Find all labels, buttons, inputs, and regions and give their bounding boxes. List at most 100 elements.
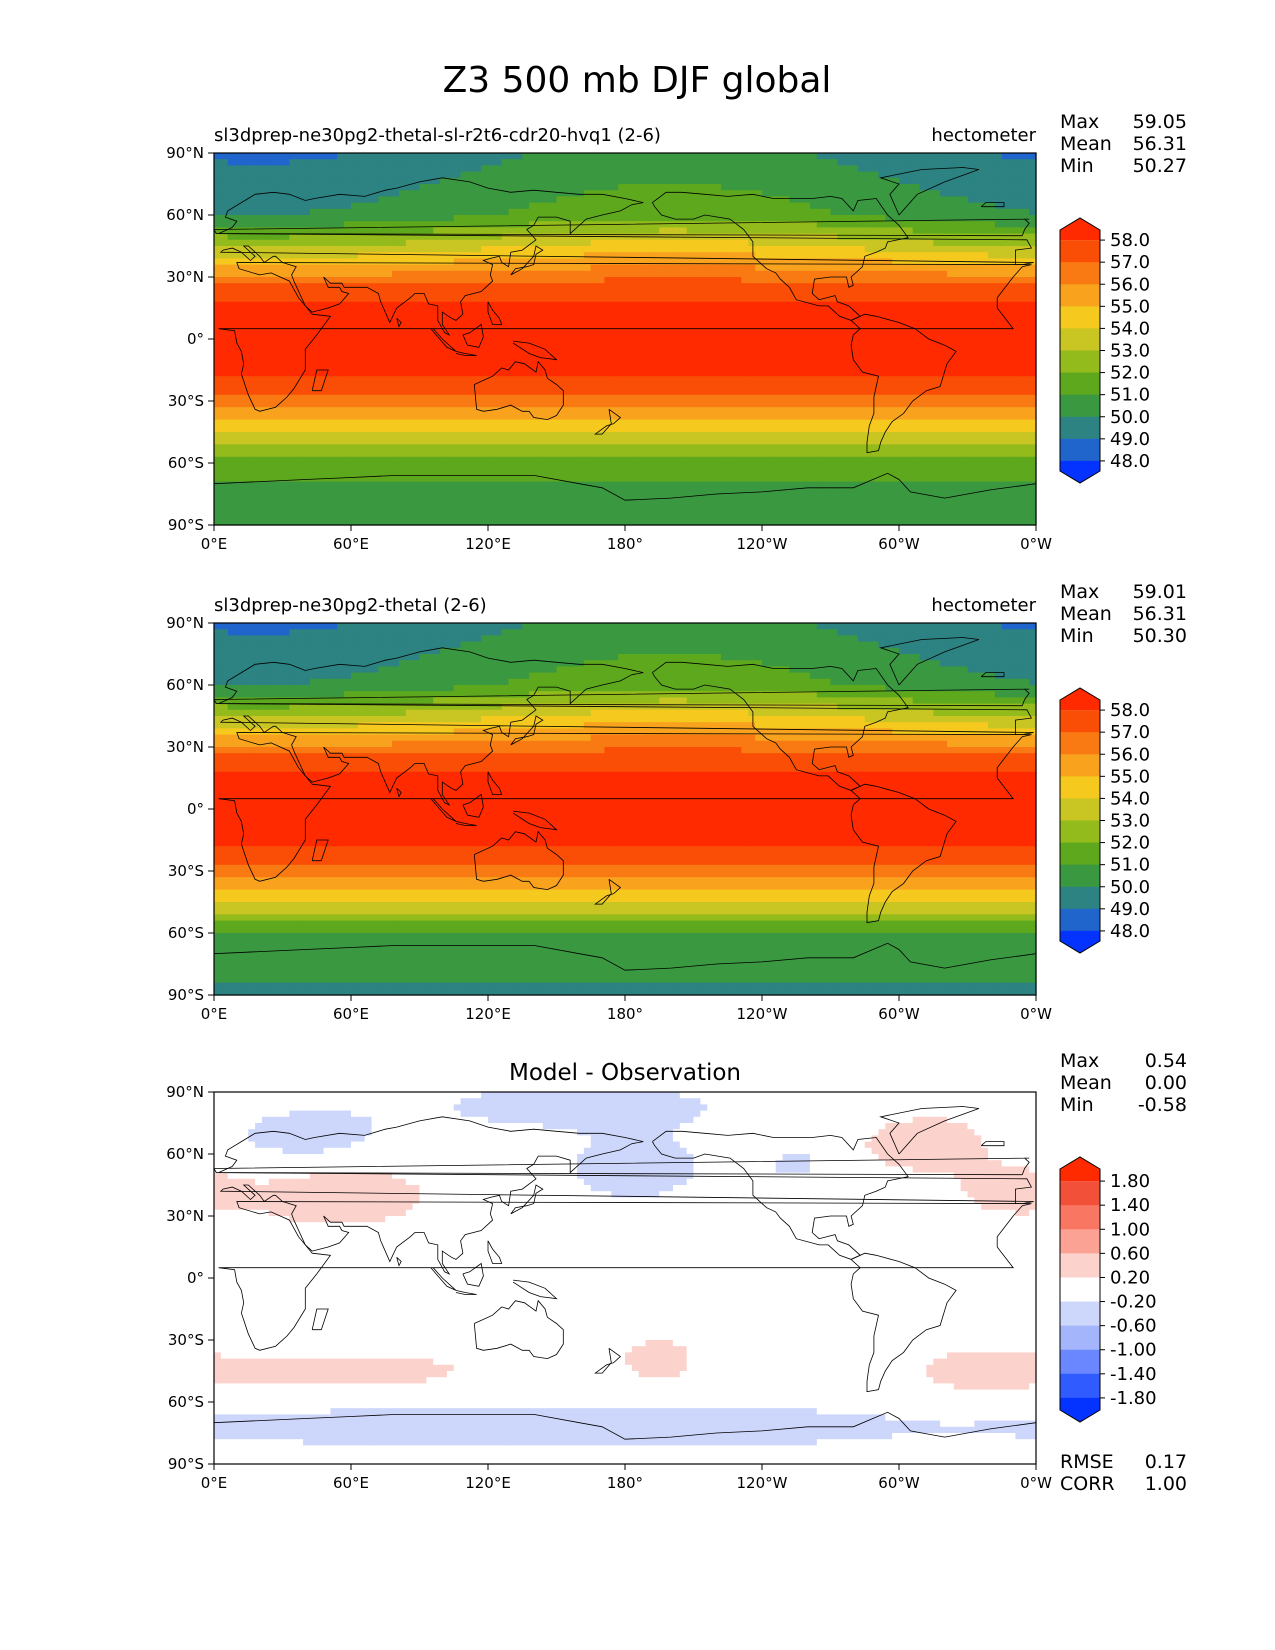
contour-cell: [762, 202, 770, 210]
contour-cell: [803, 295, 811, 303]
contour-cell: [488, 363, 496, 371]
contour-cell: [871, 339, 880, 346]
contour-cell: [316, 215, 325, 222]
contour-cell: [611, 289, 619, 297]
contour-cell: [994, 289, 1003, 297]
contour-cell: [303, 227, 311, 235]
contour-cell: [412, 351, 421, 359]
contour-cell: [577, 382, 585, 390]
contour-cell: [981, 277, 989, 284]
contour-cell: [481, 190, 489, 197]
contour-cell: [905, 301, 914, 309]
contour-cell: [248, 363, 256, 371]
contour-cell: [844, 239, 852, 247]
contour-cell: [631, 184, 640, 191]
contour-cell: [535, 320, 544, 328]
contour-cell: [988, 363, 996, 371]
contour-cell: [741, 370, 749, 377]
contour-cell: [851, 370, 859, 377]
contour-cell: [659, 382, 667, 390]
contour-cell: [837, 196, 845, 204]
contour-cell: [282, 233, 290, 241]
contour-cell: [316, 258, 325, 266]
contour-cell: [549, 283, 558, 290]
contour-cell: [268, 301, 277, 309]
contour-cell: [296, 165, 304, 173]
contour-cell: [542, 332, 551, 340]
contour-cell: [789, 246, 797, 253]
contour-cell: [988, 153, 996, 160]
contour-cell: [289, 264, 297, 272]
contour-cell: [830, 171, 838, 179]
contour-cell: [508, 196, 516, 204]
contour-cell: [720, 258, 729, 266]
contour-cell: [392, 258, 400, 266]
contour-cell: [323, 208, 332, 216]
contour-cell: [679, 171, 688, 179]
contour-cell: [631, 221, 640, 228]
contour-cell: [762, 332, 770, 340]
contour-cell: [775, 215, 784, 222]
contour-cell: [583, 320, 592, 328]
contour-cell: [583, 394, 592, 402]
contour-cell: [255, 246, 263, 253]
contour-cell: [645, 184, 653, 191]
contour-cell: [488, 239, 496, 247]
contour-cell: [878, 190, 886, 197]
contour-cell: [214, 196, 222, 204]
contour-cell: [344, 153, 352, 160]
contour-cell: [878, 351, 886, 359]
contour-cell: [666, 184, 674, 191]
contour-cell: [1029, 252, 1037, 259]
contour-cell: [782, 301, 790, 309]
contour-cell: [905, 252, 914, 259]
contour-cell: [734, 295, 743, 303]
contour-cell: [412, 252, 421, 259]
contour-cell: [796, 239, 804, 247]
contour-cell: [816, 215, 825, 222]
contour-cell: [488, 270, 496, 278]
contour-cell: [645, 301, 653, 309]
contour-cell: [494, 394, 503, 402]
contour-cell: [412, 233, 421, 241]
contour-cell: [693, 376, 701, 383]
contour-cell: [782, 345, 790, 352]
contour-cell: [255, 270, 263, 278]
contour-cell: [686, 394, 695, 402]
contour-cell: [666, 239, 674, 247]
contour-cell: [392, 394, 400, 402]
contour-cell: [762, 196, 770, 204]
contour-cell: [275, 264, 284, 272]
contour-cell: [864, 295, 873, 303]
contour-cell: [823, 233, 832, 241]
contour-cell: [652, 357, 660, 365]
contour-cell: [830, 388, 838, 396]
contour-cell: [556, 239, 564, 247]
contour-cell: [453, 258, 462, 266]
contour-cell: [488, 233, 496, 241]
contour-cell: [467, 233, 475, 241]
contour-cell: [809, 196, 818, 204]
contour-cell: [871, 153, 880, 160]
contour-cell: [364, 264, 373, 272]
contour-cell: [611, 258, 619, 266]
contour-cell: [940, 258, 948, 266]
contour-cell: [556, 171, 564, 179]
contour-cell: [933, 221, 941, 228]
contour-cell: [994, 370, 1003, 377]
contour-cell: [289, 339, 297, 346]
contour-cell: [289, 215, 297, 222]
contour-cell: [803, 202, 811, 210]
contour-cell: [590, 388, 599, 396]
contour-cell: [693, 252, 701, 259]
contour-cell: [953, 401, 962, 408]
contour-cell: [899, 345, 907, 352]
contour-cell: [392, 357, 400, 365]
contour-cell: [337, 401, 345, 408]
contour-cell: [974, 190, 982, 197]
contour-cell: [864, 308, 873, 315]
contour-cell: [590, 295, 599, 303]
contour-cell: [933, 308, 941, 315]
contour-cell: [1008, 171, 1017, 179]
contour-cell: [1008, 159, 1017, 166]
